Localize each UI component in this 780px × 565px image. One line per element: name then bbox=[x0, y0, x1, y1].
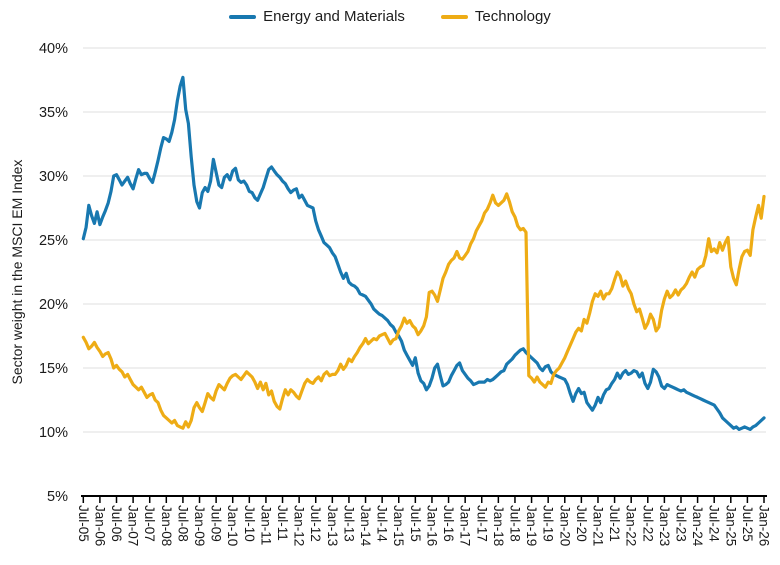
x-tick-label: Jul-18 bbox=[507, 505, 522, 542]
x-tick-label: Jan-25 bbox=[723, 505, 738, 546]
technology-line-swatch bbox=[440, 14, 468, 19]
x-tick-label: Jul-09 bbox=[209, 505, 224, 542]
legend-item-technology: Technology bbox=[440, 8, 551, 25]
x-tick-label: Jul-15 bbox=[408, 505, 423, 542]
x-tick-label: Jul-20 bbox=[574, 505, 589, 542]
x-tick-label: Jan-14 bbox=[358, 505, 373, 547]
x-tick-label: Jul-24 bbox=[707, 505, 722, 542]
x-tick-label: Jan-07 bbox=[126, 505, 141, 546]
x-tick-label: Jan-13 bbox=[325, 505, 340, 546]
y-tick-label-10: 10% bbox=[39, 425, 68, 441]
x-tick-label: Jul-10 bbox=[242, 505, 257, 542]
x-tick-label: Jan-18 bbox=[491, 505, 506, 546]
x-tick-label: Jan-12 bbox=[292, 505, 307, 546]
legend-label: Technology bbox=[474, 8, 551, 25]
x-tick-label: Jan-19 bbox=[524, 505, 539, 546]
x-tick-label: Jul-22 bbox=[640, 505, 655, 542]
y-tick-label-30: 30% bbox=[39, 169, 68, 185]
x-tick-label: Jul-16 bbox=[441, 505, 456, 542]
y-tick-label-20: 20% bbox=[39, 297, 68, 313]
y-axis-title: Sector weight in the MSCI EM Index bbox=[9, 160, 25, 385]
x-tick-label: Jan-15 bbox=[391, 505, 406, 546]
x-tick-label: Jan-24 bbox=[690, 505, 705, 547]
x-tick-label: Jul-05 bbox=[76, 505, 91, 542]
x-tick-label: Jul-19 bbox=[541, 505, 556, 542]
x-tick-label: Jul-25 bbox=[740, 505, 755, 542]
x-tick-label: Jan-06 bbox=[92, 505, 107, 546]
x-tick-label: Jul-14 bbox=[375, 505, 390, 542]
series-line-technology bbox=[81, 192, 766, 430]
series-line-energy-and-materials bbox=[81, 75, 766, 431]
x-tick-label: Jan-11 bbox=[258, 505, 273, 545]
x-tick-label: Jan-23 bbox=[657, 505, 672, 546]
y-tick-label-40: 40% bbox=[39, 41, 68, 57]
x-tick-label: Jan-20 bbox=[557, 505, 572, 546]
x-tick-label: Jan-08 bbox=[159, 505, 174, 546]
x-tick-label: Jan-21 bbox=[590, 505, 605, 546]
x-tick-label: Jan-10 bbox=[225, 505, 240, 546]
chart-legend: Energy and Materials Technology bbox=[0, 8, 780, 25]
x-tick-label: Jul-08 bbox=[175, 505, 190, 542]
y-tick-label-15: 15% bbox=[39, 361, 68, 377]
x-tick-label: Jul-12 bbox=[308, 505, 323, 542]
legend-label: Energy and Materials bbox=[263, 8, 405, 25]
x-tick-label: Jul-11 bbox=[275, 505, 290, 541]
x-tick-label: Jan-22 bbox=[624, 505, 639, 546]
x-tick-label: Jan-09 bbox=[192, 505, 207, 546]
energy-materials-line-swatch bbox=[229, 14, 257, 19]
y-tick-label-35: 35% bbox=[39, 105, 68, 121]
x-tick-label: Jan-26 bbox=[757, 505, 772, 546]
x-tick-label: Jul-06 bbox=[109, 505, 124, 542]
x-tick-label: Jan-17 bbox=[458, 505, 473, 546]
x-tick-label: Jul-21 bbox=[607, 505, 622, 542]
x-tick-label: Jan-16 bbox=[424, 505, 439, 546]
y-tick-label-5: 5% bbox=[47, 489, 68, 505]
legend-item-energy-and-materials: Energy and Materials bbox=[229, 8, 405, 25]
y-tick-label-25: 25% bbox=[39, 233, 68, 249]
x-tick-label: Jul-13 bbox=[341, 505, 356, 542]
x-tick-label: Jul-07 bbox=[142, 505, 157, 542]
x-tick-label: Jul-17 bbox=[474, 505, 489, 542]
x-tick-label: Jul-23 bbox=[673, 505, 688, 542]
